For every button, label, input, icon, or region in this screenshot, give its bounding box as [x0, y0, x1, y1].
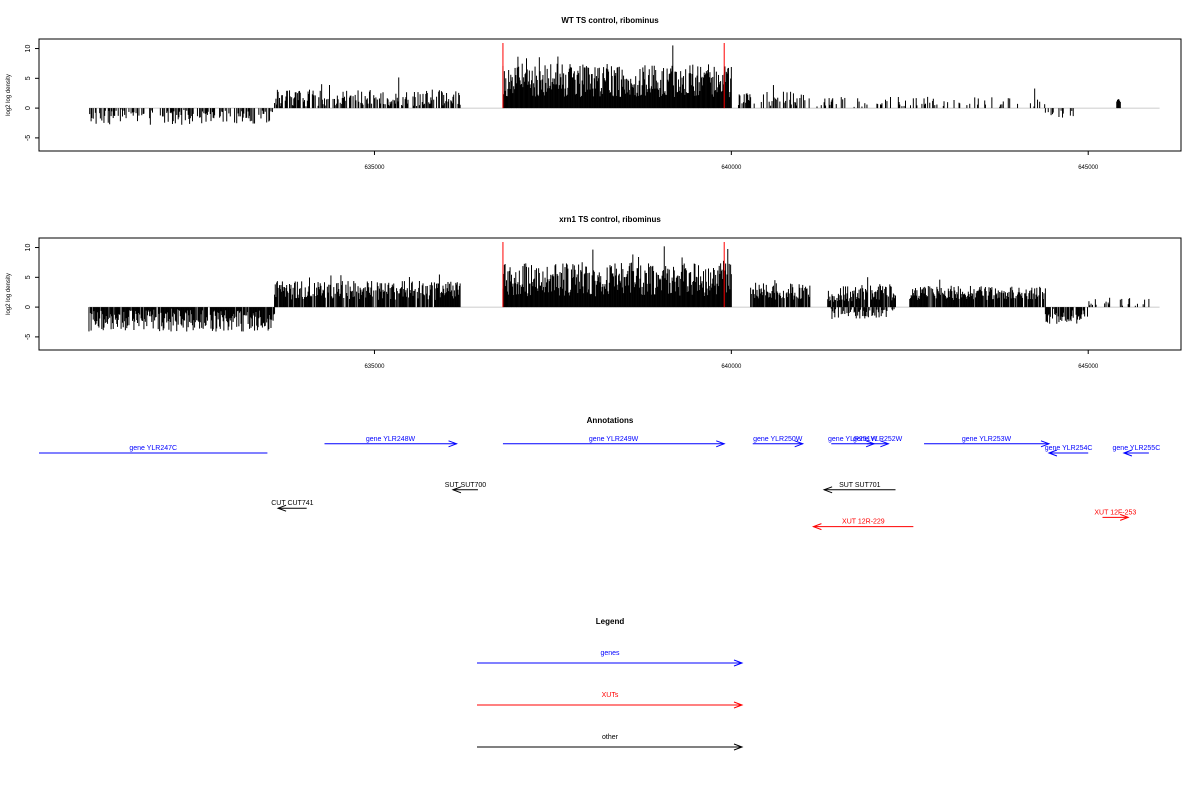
feature-label: gene YLR255C: [1113, 445, 1161, 452]
features: gene YLR247C gene YLR248W gene YLR249W gene…: [39, 436, 1161, 531]
x-tick-label: 645000: [1078, 165, 1099, 171]
legend-items: genes XUTs other: [477, 650, 744, 751]
legend-item: other: [477, 734, 744, 751]
legend-label: XUTs: [602, 692, 619, 699]
arrow-head: [276, 504, 287, 512]
arrow-head: [794, 440, 805, 448]
axes: -5 0 5 10 635000 640000 645000: [25, 244, 1099, 370]
arrow-head: [1122, 449, 1133, 457]
x-tick-label: 645000: [1078, 364, 1099, 370]
y-axis-label: log2 log density: [6, 74, 12, 116]
y-tick-label: 0: [25, 305, 32, 309]
legend-label: genes: [600, 650, 620, 657]
y-axis-label: log2 log density: [6, 273, 12, 315]
feature-track: XUT 12F-253: [1094, 509, 1136, 521]
arrow-head: [822, 486, 833, 494]
feature-label: XUT 12R-229: [842, 519, 885, 526]
y-tick-label: 10: [25, 244, 32, 252]
y-tick-label: -5: [25, 334, 32, 340]
feature-label: XUT 12F-253: [1094, 509, 1136, 516]
axes: -5 0 5 10 635000 640000 645000: [25, 45, 1099, 171]
feature-label: gene YLR250W: [753, 436, 803, 443]
feature-label: gene YLR249W: [589, 436, 639, 443]
feature-track: gene YLR255C: [1113, 445, 1161, 457]
legend-item: XUTs: [477, 692, 744, 709]
arrow-head: [811, 523, 822, 531]
legend-item: genes: [477, 650, 744, 667]
feature-label: gene YLR251W: [828, 436, 878, 443]
feature-track: SUT SUT700: [445, 482, 487, 494]
arrow-head: [733, 701, 744, 709]
feature-label: gene YLR248W: [366, 436, 416, 443]
wt-density-panel: WT TS control, ribominus log2 log densit…: [6, 16, 1182, 171]
x-tick-label: 635000: [364, 364, 385, 370]
x-tick-label: 635000: [364, 165, 385, 171]
panel-title: WT TS control, ribominus: [561, 16, 659, 25]
annotations-title: Annotations: [587, 416, 634, 425]
y-tick-label: 0: [25, 106, 32, 110]
feature-label: gene YLR247C: [129, 445, 177, 452]
feature-track: gene YLR248W: [324, 436, 458, 448]
legend: Legend genes XUTs other: [477, 617, 744, 751]
feature-label: SUT SUT700: [445, 482, 487, 489]
feature-track: gene YLR249W: [502, 436, 726, 448]
feature-track: SUT SUT701: [822, 482, 896, 494]
y-tick-label: 5: [25, 76, 32, 80]
xrn1-density-panel: xrn1 TS control, ribominus log2 log dens…: [6, 215, 1182, 370]
plot-frame: [38, 237, 1182, 351]
y-tick-label: 10: [25, 45, 32, 53]
feature-track: gene YLR252W: [853, 436, 903, 448]
plot-frame: [38, 38, 1182, 152]
arrow-head: [1040, 440, 1051, 448]
y-tick-label: -5: [25, 135, 32, 141]
legend-title: Legend: [596, 617, 625, 626]
arrow-head: [716, 440, 726, 448]
arrow-head: [733, 659, 744, 667]
feature-label: CUT CUT741: [271, 500, 313, 507]
arrow-head: [733, 743, 744, 751]
x-tick-label: 640000: [721, 364, 742, 370]
panel-title: xrn1 TS control, ribominus: [559, 215, 661, 224]
feature-track: XUT 12R-229: [811, 519, 914, 531]
legend-label: other: [602, 734, 619, 741]
y-tick-label: 5: [25, 275, 32, 279]
arrow-head: [451, 486, 462, 494]
arrow-head: [1120, 513, 1130, 521]
feature-label: gene YLR254C: [1045, 445, 1093, 452]
arrow-head: [880, 440, 890, 448]
feature-label: gene YLR252W: [853, 436, 903, 443]
feature-track: gene YLR247C: [39, 445, 268, 454]
feature-track: gene YLR253W: [924, 436, 1051, 448]
arrow-head: [448, 440, 458, 448]
data-bars: [88, 43, 1160, 125]
feature-track: CUT CUT741: [271, 500, 314, 512]
feature-track: gene YLR250W: [752, 436, 805, 448]
feature-label: gene YLR253W: [962, 436, 1012, 443]
feature-track: gene YLR254C: [1045, 445, 1093, 457]
x-tick-label: 640000: [721, 165, 742, 171]
feature-label: SUT SUT701: [839, 482, 881, 489]
data-bars: [88, 242, 1160, 332]
arrow-head: [1047, 449, 1058, 457]
